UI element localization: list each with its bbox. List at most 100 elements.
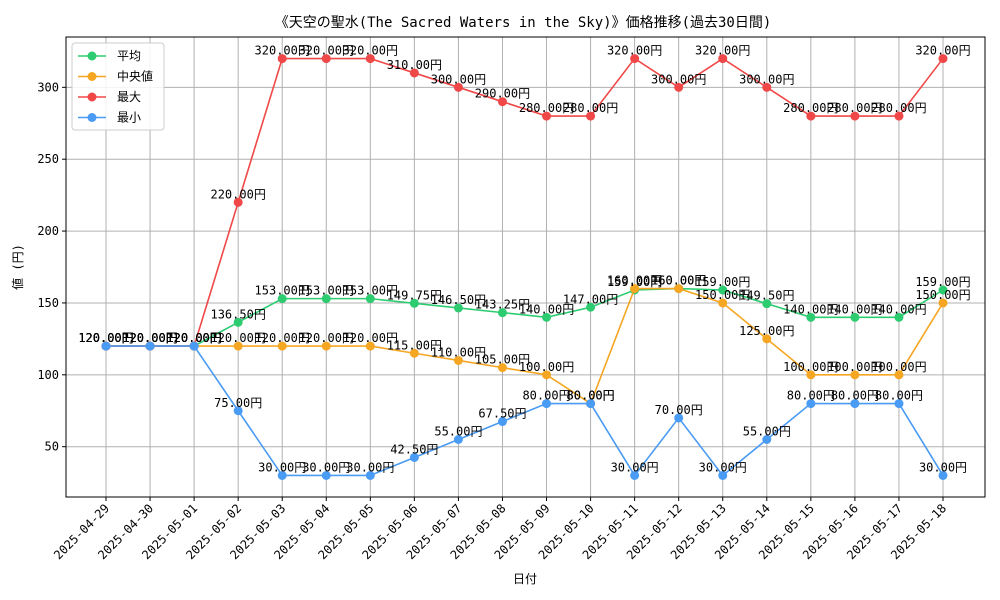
legend-item: 平均 (78, 49, 141, 63)
series-3-point (630, 470, 640, 480)
series-2-point (277, 54, 287, 64)
legend-swatch-marker (87, 113, 97, 122)
chart-title: 《天空の聖水(The Sacred Waters in the Sky)》価格推… (275, 15, 772, 31)
series-3-point (542, 399, 552, 409)
series-1-point (674, 284, 684, 294)
series-1-point (497, 363, 507, 373)
legend-box (71, 42, 165, 131)
y-tick-label: 150 (37, 296, 59, 310)
series-2-data-label: 280.00円 (563, 101, 618, 115)
series-3-data-label: 70.00円 (655, 403, 703, 417)
series-3-data-label: 30.00円 (302, 460, 350, 474)
series-0-point (497, 308, 507, 318)
series-2-data-label: 120.00円 (166, 331, 221, 345)
y-tick-label: 50 (45, 440, 59, 454)
series-3-point (894, 399, 904, 409)
series-1-data-label: 100.00円 (783, 360, 838, 374)
series-1-point (762, 334, 772, 344)
series-2-data-label: 300.00円 (651, 72, 706, 86)
series-3-data-label: 80.00円 (831, 389, 879, 403)
series-1-data-label: 80.00円 (567, 389, 615, 403)
series-3-data-label: 120.00円 (166, 331, 221, 345)
series-0-data-label: 153.00円 (343, 284, 398, 298)
series-3-point (145, 341, 155, 351)
legend-label: 最大 (117, 90, 141, 104)
grid (66, 37, 985, 497)
series-0-data-label: 140.00円 (519, 302, 574, 316)
series-2-data-label: 310.00円 (387, 58, 442, 72)
series-3-point (189, 341, 199, 351)
series-0-data-label: 159.00円 (915, 275, 970, 289)
series-3-data-label: 30.00円 (699, 460, 747, 474)
series-0-point (586, 302, 596, 312)
legend-item: 最大 (78, 90, 141, 104)
plot-area (65, 36, 986, 498)
y-axis-label: 値 (円) (10, 244, 25, 290)
series-3-point (674, 413, 684, 423)
series-2-point (674, 82, 684, 92)
series-2-point (233, 197, 243, 207)
series-1-point (894, 370, 904, 380)
series-2-point (718, 54, 728, 64)
series-1-data-label: 105.00円 (475, 353, 530, 367)
legend-label: 中央値 (117, 69, 153, 84)
series-0-point (762, 299, 772, 309)
series-2-point (409, 68, 419, 78)
series-1-data-label: 100.00円 (871, 360, 926, 374)
series-0-data-label: 159.00円 (695, 275, 750, 289)
series-3-data-label: 42.50円 (390, 442, 438, 456)
series-0-line (106, 287, 944, 347)
series-1-data-label: 160.00円 (651, 274, 706, 288)
series-2-data-label: 320.00円 (915, 44, 970, 58)
series-1-point (806, 370, 816, 380)
series-2-data-label: 320.00円 (299, 44, 354, 58)
data-label-layer: 120.00円120.00円120.00円136.50円153.00円153.0… (78, 44, 970, 475)
series-1-point (718, 298, 728, 308)
series-3-point (453, 435, 463, 444)
series-1-data-label: 110.00円 (431, 345, 486, 359)
series-3-data-label: 55.00円 (434, 425, 482, 439)
series-3-data-label: 80.00円 (875, 389, 923, 403)
series-0-data-label: 140.00円 (783, 302, 838, 316)
series-1 (101, 284, 948, 409)
series-3-point (409, 452, 419, 462)
series-1-point (277, 341, 287, 351)
series-3-data-label: 30.00円 (258, 460, 306, 474)
series-1-data-label: 120.00円 (78, 331, 133, 345)
series-1-data-label: 120.00円 (343, 331, 398, 345)
series-0-data-label: 120.00円 (78, 331, 133, 345)
series-2-data-label: 320.00円 (255, 44, 310, 58)
series-1-data-label: 160.00円 (607, 274, 662, 288)
series-2-point (850, 111, 860, 121)
series-0-data-label: 140.00円 (827, 302, 882, 316)
series-3-data-label: 67.50円 (478, 407, 526, 421)
legend-swatch-marker (87, 51, 97, 61)
legend-item: 最小 (78, 111, 141, 125)
series-0-data-label: 159.00円 (607, 275, 662, 289)
series-2-data-label: 120.00円 (122, 331, 177, 345)
series-0-point (938, 285, 948, 295)
series-2-point (365, 54, 375, 64)
series-1-data-label: 120.00円 (210, 331, 265, 345)
series-0-data-label: 160.00円 (651, 274, 706, 288)
series-0-data-label: 153.00円 (299, 284, 354, 298)
series-1-data-label: 150.00円 (915, 288, 970, 302)
series-0-point (277, 294, 287, 304)
series-1-data-label: 115.00円 (387, 338, 442, 352)
series-3-point (497, 417, 507, 427)
series-2-data-label: 280.00円 (783, 101, 838, 115)
series-2-data-label: 280.00円 (871, 101, 926, 115)
series-0-point (365, 294, 375, 304)
series-2-data-label: 280.00円 (827, 101, 882, 115)
x-axis-label: 日付 (513, 572, 537, 586)
series-3-data-label: 80.00円 (787, 389, 835, 403)
series-0-data-label: 120.00円 (122, 331, 177, 345)
y-tick-label: 200 (37, 224, 59, 238)
series-2-point (321, 54, 331, 64)
series-0-point (453, 303, 463, 313)
series-1-data-label: 120.00円 (299, 331, 354, 345)
series-1-point (409, 348, 419, 358)
series-2-point (630, 54, 640, 64)
